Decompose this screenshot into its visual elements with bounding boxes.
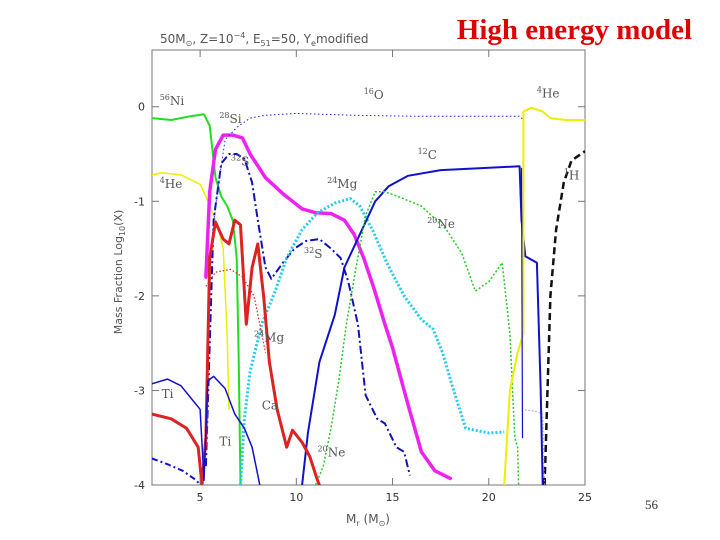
series-line-si28: [204, 133, 453, 481]
series-line-blue_vertical_edge: [520, 167, 524, 439]
x-tick-label: 15: [386, 491, 400, 504]
species-label: 4He: [160, 176, 183, 191]
species-label: Ca: [262, 398, 278, 412]
y-tick-label: 0: [138, 101, 145, 114]
species-label: 20Ne: [427, 216, 455, 231]
tick-layer: 5 10 15 20 25 0 -1 -2 -3 -4: [134, 50, 592, 504]
series-line-s32_inner: [204, 153, 411, 476]
species-label: 20Ne: [318, 445, 346, 460]
series-line-c12: [301, 165, 544, 485]
series-line-ni56: [152, 113, 242, 485]
series-line-mg24: [239, 197, 505, 485]
series-line-he4_outer: [503, 106, 585, 485]
series-line-ca_dotted: [205, 268, 267, 353]
x-axis-label: Mr (M⊙): [346, 512, 390, 528]
series-line-right_dotted_pale: [521, 408, 546, 485]
x-tick-label: 20: [482, 491, 496, 504]
series-line-h1: [543, 150, 585, 485]
series-line-ne20: [314, 191, 520, 485]
y-tick-label: -3: [134, 384, 145, 397]
species-label: Ti: [219, 434, 231, 448]
species-label: 24Mg: [254, 329, 284, 344]
x-tick-label: 10: [289, 491, 303, 504]
series-line-ca: [152, 218, 321, 485]
series-layer: [152, 106, 585, 485]
species-label: 28Si: [219, 111, 241, 126]
plot-frame: [151, 49, 586, 486]
species-label: 32S: [304, 246, 322, 261]
x-tick-label: 5: [197, 491, 204, 504]
species-label: 56Ni: [160, 93, 185, 108]
plot-border: [151, 49, 586, 486]
x-tick-label: 25: [578, 491, 592, 504]
species-label: 4He: [537, 85, 560, 100]
y-tick-label: -2: [134, 290, 145, 303]
page-number: 56: [645, 497, 658, 512]
series-line-ti_dashdot: [152, 457, 201, 485]
species-label: 24Mg: [327, 176, 357, 191]
slide-title: High energy model: [456, 14, 692, 46]
series-line-he4_inner: [152, 172, 230, 411]
y-tick-label: -4: [134, 479, 145, 492]
species-label: 1H: [564, 168, 580, 183]
species-label: 12C: [418, 147, 437, 162]
species-label: 16O: [364, 87, 384, 102]
species-label: 32S: [231, 153, 249, 168]
species-label: Ti: [162, 387, 174, 401]
chart-title: 50M⊙, Z=10−4, E51=50, Yemodified: [160, 31, 368, 48]
label-layer: 56Ni 28Si 16O 32S 4He 24Mg 12C 1H 4He 20Ne 32S 24Mg…: [160, 85, 580, 459]
series-line-ti: [152, 375, 261, 485]
y-axis-label: Mass Fraction Log10(X): [112, 210, 127, 335]
y-tick-label: -1: [134, 195, 145, 208]
